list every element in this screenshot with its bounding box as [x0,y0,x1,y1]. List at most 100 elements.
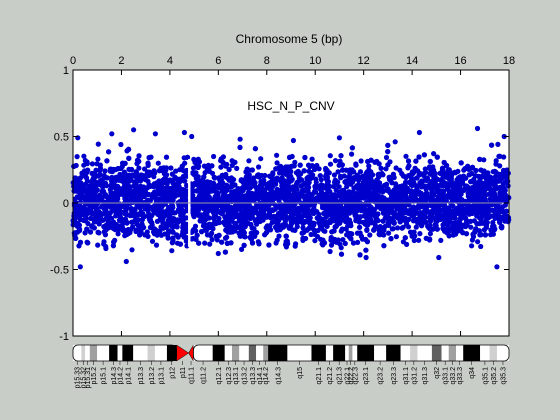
data-point [224,161,230,168]
data-point [332,224,338,230]
data-point [419,221,425,227]
data-point [192,209,198,215]
data-point [274,152,280,158]
data-point [448,181,454,187]
data-point [493,169,499,175]
data-point [383,166,389,172]
data-point [410,204,416,211]
data-point [343,167,349,173]
data-point [497,153,503,159]
data-point [87,229,94,235]
data-point [92,186,98,192]
data-point [489,179,495,185]
data-point [146,182,152,188]
data-point [122,160,128,166]
data-point [497,209,503,215]
data-point [256,241,262,247]
data-point [169,240,175,246]
data-point [397,219,403,225]
data-point [192,205,198,211]
data-point [274,160,280,166]
data-point [301,188,307,194]
data-point [71,188,77,194]
data-point [493,161,499,167]
data-point [78,208,84,214]
data-point [306,162,312,168]
data-point [207,241,213,247]
data-point [419,182,425,188]
data-point [122,216,129,222]
data-point [375,217,381,224]
data-point [258,208,264,214]
data-point [413,158,419,164]
data-point [373,191,379,197]
data-point [489,142,495,148]
data-point [116,210,122,216]
data-point [132,195,138,201]
data-point [343,214,349,220]
data-point [464,183,470,190]
data-point [209,163,215,169]
data-point [219,239,225,245]
data-point [218,164,224,170]
data-point [493,178,500,184]
data-point [505,183,511,189]
data-point [99,188,105,194]
data-point [83,207,89,213]
data-point [145,191,152,198]
data-point [128,192,134,198]
data-point [162,175,168,181]
data-point [242,204,248,210]
data-point [322,228,328,234]
data-point [391,209,397,215]
data-point [503,218,509,224]
chart-title: Chromosome 5 (bp) [236,32,343,46]
data-point [376,227,382,233]
data-point [204,232,211,238]
data-point [385,149,391,155]
data-point [133,169,139,175]
data-point [118,141,124,148]
data-point [169,248,175,254]
data-point [283,213,289,219]
data-point [303,218,309,224]
data-point [412,165,418,171]
data-point [141,173,147,179]
data-point [393,165,399,171]
data-point [115,231,121,237]
data-point [222,222,228,228]
data-point [380,225,387,231]
data-point [466,166,472,172]
data-point [126,155,132,161]
data-point [428,212,434,218]
data-point [329,229,335,235]
data-point [313,163,319,169]
data-point [242,184,248,190]
data-point [267,186,273,192]
data-point [246,182,252,189]
data-point [349,145,355,151]
data-point [265,203,272,209]
data-point [211,153,217,160]
data-point [429,189,435,196]
data-point [440,207,446,213]
data-point [276,233,282,239]
data-point [299,230,305,236]
data-point [169,222,175,228]
data-point [286,154,293,160]
data-point [400,224,406,230]
data-point [241,242,247,248]
data-point [264,229,270,235]
data-point [338,245,344,251]
data-point [377,184,383,190]
data-point [196,193,203,199]
data-point [472,173,479,179]
data-point [475,239,481,245]
data-point [440,215,446,222]
data-point [363,247,369,253]
data-point [366,189,372,195]
data-point [505,170,511,176]
data-point [376,161,382,167]
data-point [274,220,280,226]
data-point [212,213,218,220]
